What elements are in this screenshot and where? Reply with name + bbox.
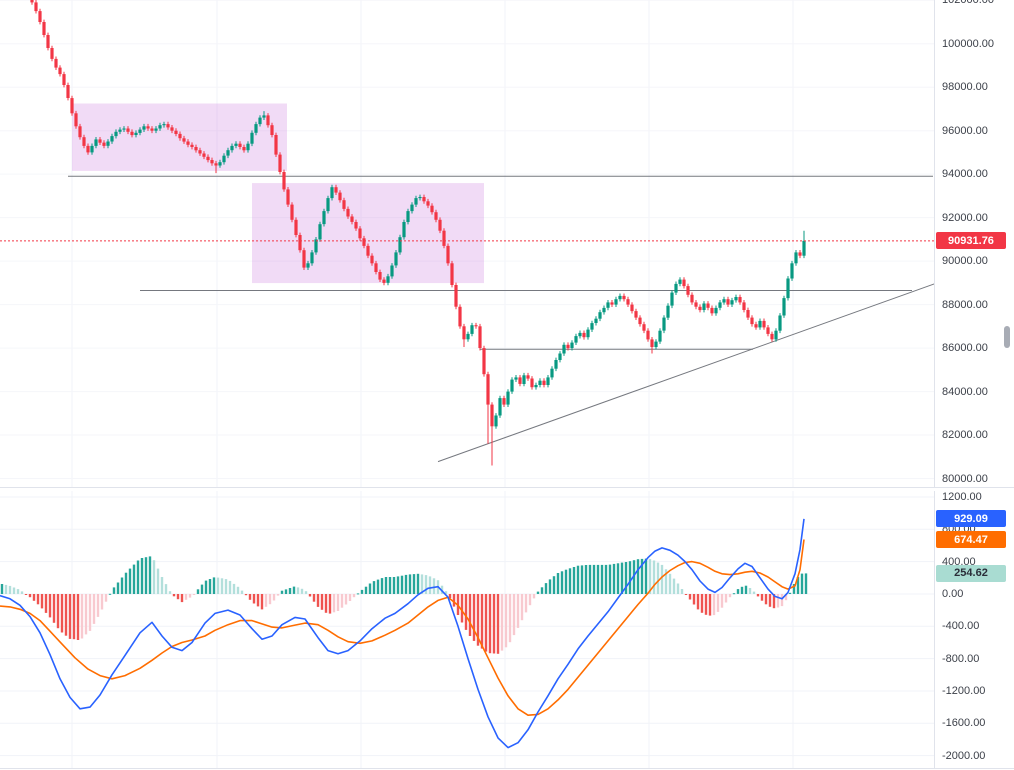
price-axis[interactable]: 90931.76 102000.00 100000.00 98000.00 96000… — [934, 0, 1014, 487]
scrollbar-thumb[interactable] — [1004, 326, 1010, 348]
axis-tick-label: 94000.00 — [942, 168, 988, 181]
signal-value-badge: 674.47 — [936, 531, 1006, 548]
price-chart-canvas[interactable] — [0, 0, 934, 487]
axis-tick-label: -400.00 — [942, 620, 980, 633]
axis-tick-label: -2000.00 — [942, 749, 986, 762]
axis-tick-label: 84000.00 — [942, 385, 988, 398]
trendline[interactable] — [437, 283, 934, 463]
axis-tick-label: 400.00 — [942, 555, 976, 568]
grid — [71, 0, 794, 487]
time-axis-separator — [0, 768, 1014, 770]
axis-tick-label: -1600.00 — [942, 717, 986, 730]
candlestick-series — [30, 0, 806, 466]
signal-line[interactable] — [0, 539, 805, 716]
axis-tick-label: 88000.00 — [942, 298, 988, 311]
histogram-value-badge: 254.62 — [936, 564, 1006, 582]
axis-tick-label: 80000.00 — [942, 472, 988, 485]
axis-tick-label: 82000.00 — [942, 429, 988, 441]
axis-tick-label: -1200.00 — [942, 685, 986, 697]
axis-tick-label: 102000.00 — [942, 0, 994, 7]
macd-axis[interactable]: 929.09 674.47 254.62 1200.00 800.00 400.00… — [934, 491, 1014, 768]
axis-tick-label: 86000.00 — [942, 342, 988, 355]
macd-pane: 929.09 674.47 254.62 1200.00 800.00 400.00… — [0, 491, 1014, 768]
axis-tick-label: 92000.00 — [942, 211, 988, 224]
axis-tick-label: 1200.00 — [942, 491, 982, 503]
axis-tick-label: 96000.00 — [942, 124, 988, 137]
last-price-badge: 90931.76 — [936, 232, 1006, 250]
macd-histogram — [0, 556, 808, 654]
macd-value-badge: 929.09 — [936, 510, 1006, 528]
axis-tick-label: 100000.00 — [942, 37, 994, 50]
price-pane: 90931.76 102000.00 100000.00 98000.00 96000… — [0, 0, 1014, 487]
axis-tick-label: 0.00 — [942, 588, 964, 600]
pane-separator[interactable] — [0, 487, 1014, 491]
axis-tick-label: 90000.00 — [942, 255, 988, 268]
axis-tick-label: 98000.00 — [942, 81, 988, 94]
axis-tick-label: -800.00 — [942, 652, 980, 665]
macd-line[interactable] — [0, 518, 805, 749]
macd-canvas[interactable] — [0, 491, 934, 768]
